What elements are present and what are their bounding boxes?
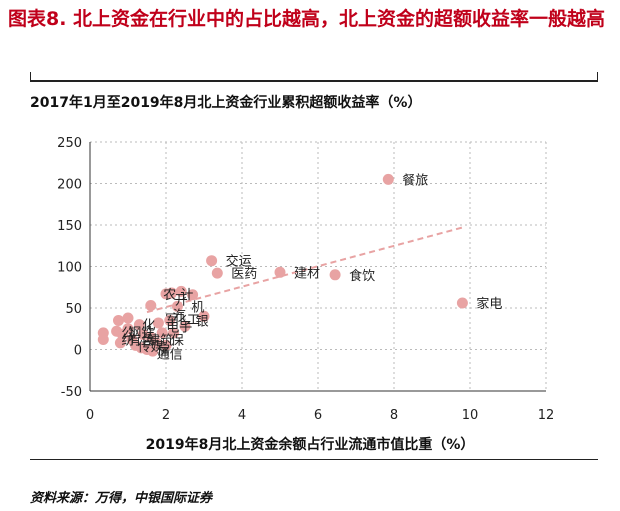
- point-label: 化工: [174, 313, 200, 328]
- point-label: 有色: [128, 333, 154, 349]
- top-rule-tick-left: [30, 72, 31, 80]
- point-label: 钢铁: [128, 326, 154, 341]
- point-label: 食饮: [349, 268, 375, 284]
- data-point: [135, 342, 147, 354]
- point-label: 通信: [157, 348, 183, 363]
- top-rule-tick-right: [597, 72, 598, 80]
- point-label: 公: [121, 326, 134, 341]
- point-label: 化: [142, 319, 155, 334]
- point-label: 保: [171, 334, 184, 349]
- data-point: [164, 314, 176, 326]
- x-tick-label: 0: [86, 408, 94, 423]
- x-axis-label: 2019年8月北上资金余额占行业流通市值比重（%）: [145, 437, 475, 453]
- trend-line: [146, 226, 463, 314]
- point-label: 交运: [226, 254, 252, 270]
- data-point: [160, 288, 172, 300]
- data-point: [179, 320, 191, 332]
- y-tick-label: 0: [74, 344, 82, 359]
- y-tick-label: 200: [57, 178, 82, 193]
- data-point: [211, 267, 223, 279]
- data-point: [133, 319, 145, 331]
- data-point: [456, 297, 468, 309]
- data-point: [122, 312, 134, 324]
- y-tick-label: 250: [57, 136, 82, 151]
- point-label: 汽: [173, 309, 186, 324]
- data-point: [160, 339, 172, 351]
- point-label: 房: [158, 343, 171, 359]
- data-point: [187, 289, 199, 301]
- data-point: [151, 337, 162, 349]
- y-tick-label: 100: [57, 261, 82, 276]
- y-tick-label: 50: [65, 302, 82, 317]
- data-point: [168, 327, 180, 339]
- data-point: [171, 300, 183, 312]
- point-label: 银: [196, 314, 209, 329]
- point-label: 家电: [476, 296, 502, 312]
- data-point: [147, 345, 159, 357]
- point-label: 计: [180, 288, 193, 303]
- x-tick-label: 10: [462, 408, 479, 423]
- point-label: 餐旅: [402, 172, 428, 188]
- data-point: [122, 323, 134, 335]
- point-label: 医药: [231, 267, 257, 282]
- data-point: [145, 300, 157, 312]
- data-point: [382, 173, 394, 185]
- figure-title: 图表8. 北上资金在行业中的占比越高，北上资金的超额收益率一般越高: [8, 8, 606, 30]
- data-point: [206, 255, 218, 267]
- data-point: [152, 317, 164, 329]
- data-point: [329, 269, 341, 281]
- point-label: 建筑: [147, 333, 173, 349]
- bottom-rule: [30, 459, 598, 460]
- point-label: 军: [165, 313, 178, 328]
- x-tick-label: 8: [390, 408, 398, 423]
- top-rule: [30, 80, 598, 82]
- point-label: 传媒: [138, 340, 164, 355]
- y-tick-label: 150: [57, 219, 82, 234]
- source-note: 资料来源：万得，中银国际证券: [30, 491, 213, 506]
- x-tick-label: 12: [538, 408, 555, 423]
- point-label: 机: [191, 300, 204, 315]
- point-label: 建材: [294, 266, 320, 281]
- x-tick-label: 2: [162, 408, 170, 423]
- data-point: [198, 310, 210, 322]
- data-point: [97, 334, 109, 346]
- chart-title: 2017年1月至2019年8月北上资金行业累积超额收益率（%）: [30, 95, 422, 111]
- point-label: 纺: [121, 334, 134, 349]
- point-label: 农: [163, 288, 176, 303]
- data-point: [175, 285, 187, 297]
- point-label: 电子: [166, 320, 192, 335]
- data-point: [156, 327, 168, 339]
- point-label: 开: [175, 294, 188, 309]
- data-point: [274, 266, 286, 278]
- data-point: [113, 314, 124, 326]
- y-tick-label: -50: [61, 385, 82, 400]
- x-tick-label: 4: [238, 408, 246, 423]
- x-tick-label: 6: [314, 408, 322, 423]
- data-point: [114, 337, 126, 349]
